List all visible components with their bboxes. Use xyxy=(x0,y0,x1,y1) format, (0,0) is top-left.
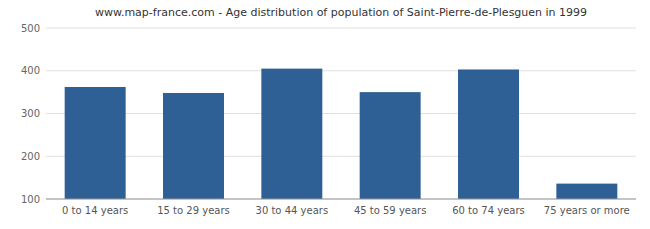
grid xyxy=(46,28,636,199)
bar xyxy=(556,184,617,199)
x-tick-label: 0 to 14 years xyxy=(62,205,128,216)
bar xyxy=(65,87,126,199)
bar xyxy=(360,92,421,199)
bar xyxy=(458,69,519,199)
title: www.map-france.com - Age distribution of… xyxy=(95,6,587,19)
grid-line xyxy=(46,199,636,200)
y-tick-label: 300 xyxy=(21,108,40,119)
y-tick-label: 500 xyxy=(21,23,40,34)
chart-container: www.map-france.com - Age distribution of… xyxy=(0,0,650,229)
x-axis xyxy=(46,199,636,200)
x-tick-label: 60 to 74 years xyxy=(452,205,525,216)
grid-line xyxy=(46,113,636,114)
x-tick-label: 45 to 59 years xyxy=(354,205,427,216)
bar xyxy=(261,69,322,199)
bars xyxy=(65,69,618,199)
y-tick-label: 400 xyxy=(21,65,40,76)
grid-line xyxy=(46,70,636,71)
y-tick-label: 100 xyxy=(21,194,40,205)
grid-line xyxy=(46,28,636,29)
y-tick-label: 200 xyxy=(21,151,40,162)
x-tick-label: 30 to 44 years xyxy=(256,205,329,216)
bar xyxy=(163,93,224,199)
x-tick-label: 15 to 29 years xyxy=(157,205,230,216)
grid-line xyxy=(46,156,636,157)
chart: www.map-france.com - Age distribution of… xyxy=(0,0,650,229)
x-tick-label: 75 years or more xyxy=(544,205,630,216)
